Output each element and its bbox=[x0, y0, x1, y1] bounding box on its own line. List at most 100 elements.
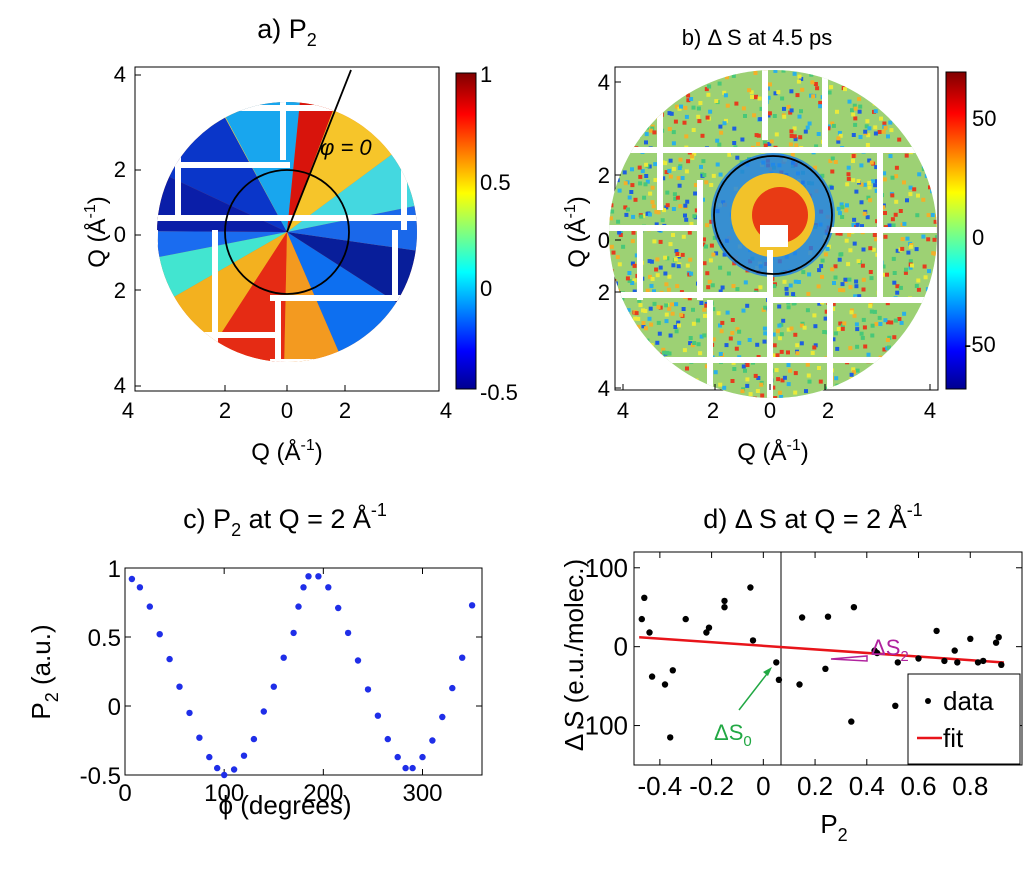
panel-b-speckle bbox=[710, 283, 715, 288]
panel-b-speckle bbox=[793, 332, 798, 337]
panel-b-speckle bbox=[725, 75, 729, 80]
panel-b-speckle bbox=[807, 379, 812, 384]
panel-b-speckle bbox=[806, 291, 811, 296]
panel-b-speckle bbox=[717, 81, 722, 86]
panel-b-speckle bbox=[656, 305, 661, 309]
panel-b-speckle bbox=[610, 187, 614, 192]
panel-b-colorbar bbox=[945, 71, 967, 390]
panel-b-speckle bbox=[851, 159, 855, 163]
panel-b-speckle bbox=[676, 320, 681, 325]
panel-b-speckle bbox=[767, 142, 772, 146]
panel-d-legend: data fit bbox=[907, 673, 1021, 765]
panel-b-speckle bbox=[801, 270, 806, 275]
panel-b-speckle bbox=[862, 182, 867, 187]
panel-b-speckle bbox=[796, 280, 801, 284]
panel-b-speckle bbox=[740, 389, 745, 394]
panel-b-speckle bbox=[718, 352, 723, 356]
panel-b-speckle bbox=[711, 337, 716, 342]
panel-b-speckle bbox=[667, 168, 672, 173]
panel-c-x-axis-label: ϕ (degrees) bbox=[218, 790, 351, 820]
panel-c-y-tick-label: -0.5 bbox=[80, 763, 121, 790]
panel-b-speckle bbox=[672, 192, 677, 197]
panel-b-speckle bbox=[904, 153, 909, 158]
panel-b-speckle bbox=[752, 396, 757, 398]
panel-c-point bbox=[419, 753, 426, 761]
panel-d-y-axis-label: Δ S (e.u./molec.) bbox=[559, 559, 589, 751]
panel-b-speckle bbox=[831, 337, 836, 342]
panel-b-speckle bbox=[658, 305, 663, 310]
panel-b-speckle bbox=[903, 270, 908, 275]
panel-b-speckle bbox=[905, 236, 910, 241]
panel-b-y-axis-label: Q (Å-1) bbox=[562, 196, 591, 268]
panel-b-speckle bbox=[734, 101, 739, 106]
panel-b-speckle bbox=[889, 320, 894, 325]
panel-b-speckle bbox=[671, 130, 676, 135]
panel-b-speckle bbox=[857, 294, 862, 299]
panel-b-speckle bbox=[846, 172, 851, 177]
panel-b-colorbar-tick: -50 bbox=[964, 332, 996, 357]
panel-b-x-tick: 0 bbox=[764, 398, 776, 423]
panel-b-speckle bbox=[839, 393, 844, 397]
panel-b-speckle bbox=[793, 137, 798, 142]
panel-b-speckle bbox=[847, 99, 852, 104]
panel-b-speckle bbox=[916, 193, 920, 198]
panel-b-speckle bbox=[805, 125, 810, 130]
panel-b-speckle bbox=[698, 101, 703, 105]
panel-b-speckle bbox=[642, 195, 647, 200]
panel-b-speckle bbox=[782, 279, 787, 284]
panel-d-x-tick-label: 0.8 bbox=[952, 771, 988, 801]
panel-b-speckle bbox=[932, 237, 937, 242]
panel-b-speckle bbox=[802, 325, 807, 330]
panel-b-speckle bbox=[861, 287, 866, 292]
panel-b-speckle bbox=[641, 308, 645, 313]
panel-b-speckle bbox=[689, 97, 694, 101]
panel-b-speckle bbox=[609, 136, 613, 141]
panel-a-y-tick: 4 bbox=[114, 62, 126, 87]
panel-b-x-tick: 4 bbox=[617, 398, 629, 423]
panel-b-speckle bbox=[717, 392, 722, 397]
panel-a-x-axis-label: Q (Å-1) bbox=[251, 437, 323, 466]
panel-b-speckle bbox=[833, 275, 838, 280]
panel-b-speckle bbox=[650, 200, 655, 205]
panel-b-speckle bbox=[709, 243, 714, 248]
panel-b-speckle bbox=[883, 125, 888, 130]
panel-b-speckle bbox=[852, 370, 856, 375]
panel-b-speckle bbox=[755, 342, 760, 347]
panel-b-speckle bbox=[859, 331, 864, 336]
panel-b-speckle bbox=[694, 208, 699, 213]
panel-a-title: a) P2 bbox=[257, 14, 317, 50]
panel-b-speckle bbox=[786, 382, 791, 387]
panel-c-y-tick-label: 1 bbox=[108, 556, 121, 583]
panel-b-speckle bbox=[601, 141, 605, 145]
panel-b-speckle bbox=[683, 203, 688, 208]
panel-b-speckle bbox=[627, 195, 632, 200]
panel-c-point bbox=[128, 575, 136, 583]
panel-b-speckle bbox=[717, 142, 722, 147]
panel-b-speckle bbox=[865, 119, 870, 124]
panel-b-speckle bbox=[940, 259, 944, 263]
panel-b-speckle bbox=[718, 172, 723, 177]
panel-b-speckle bbox=[806, 373, 811, 378]
panel-b-speckle bbox=[873, 109, 878, 114]
panel-b-speckle bbox=[648, 191, 653, 196]
panel-d-point bbox=[749, 637, 757, 644]
panel-b-speckle bbox=[769, 139, 774, 144]
panel-c-point bbox=[176, 683, 183, 690]
panel-b-speckle bbox=[795, 93, 800, 98]
panel-b-speckle bbox=[777, 336, 782, 341]
panel-b-speckle bbox=[691, 321, 696, 326]
panel-b-speckle bbox=[776, 90, 781, 95]
panel-b-speckle bbox=[664, 303, 669, 308]
panel-b-speckle bbox=[719, 329, 724, 334]
panel-b-speckle bbox=[701, 159, 706, 164]
panel-c-point bbox=[156, 631, 163, 638]
panel-d-point bbox=[641, 594, 648, 601]
panel-c-point bbox=[429, 737, 436, 744]
panel-b-speckle bbox=[835, 231, 840, 236]
panel-b-speckle bbox=[908, 265, 913, 270]
panel-b-speckle bbox=[650, 185, 655, 190]
panel-b-speckle bbox=[708, 109, 713, 114]
panel-b-speckle bbox=[848, 285, 853, 290]
panel-b-speckle bbox=[602, 266, 606, 270]
panel-b-speckle bbox=[617, 188, 622, 193]
